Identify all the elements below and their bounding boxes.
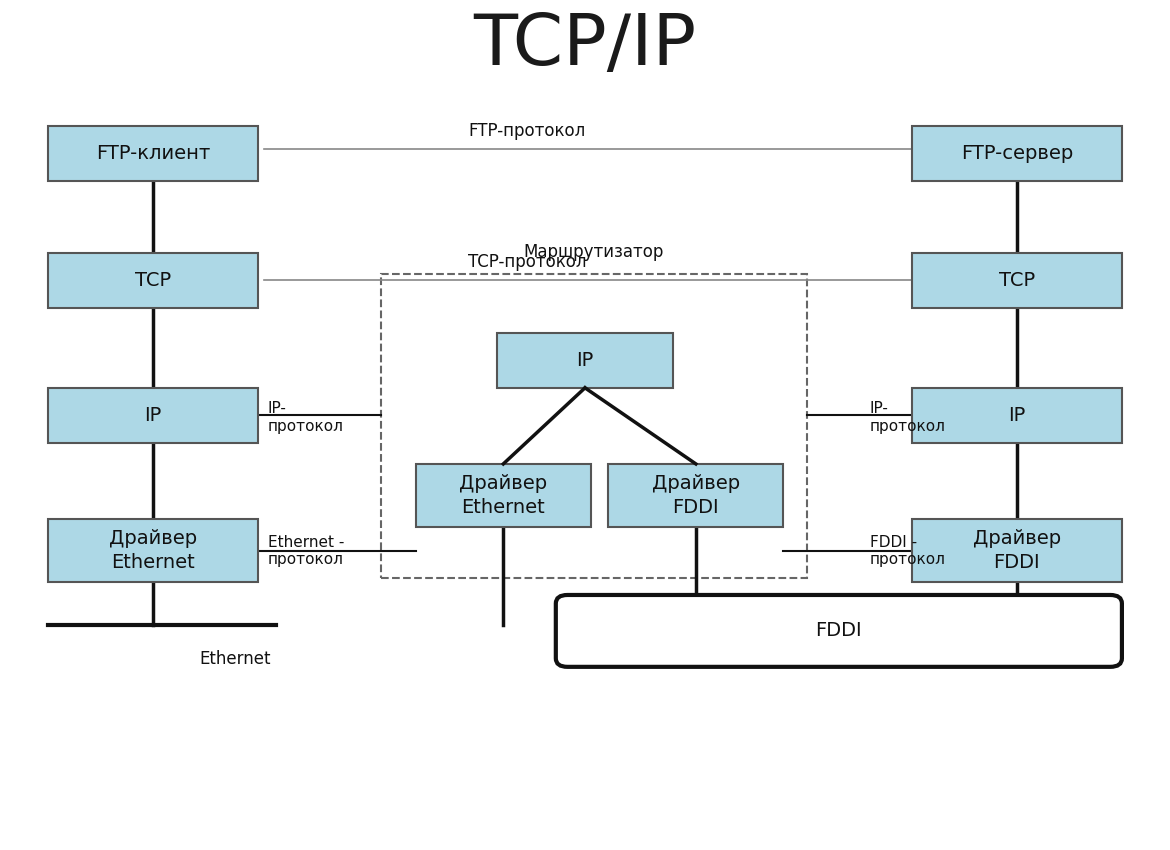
Text: FTP-клиент: FTP-клиент [96, 144, 211, 162]
FancyBboxPatch shape [415, 464, 591, 527]
Text: Драйвер
Ethernet: Драйвер Ethernet [460, 474, 548, 517]
FancyBboxPatch shape [48, 252, 259, 308]
Text: FTP-протокол: FTP-протокол [468, 122, 585, 140]
FancyBboxPatch shape [608, 464, 784, 527]
FancyBboxPatch shape [497, 333, 673, 388]
Text: TCP: TCP [135, 270, 171, 290]
Text: FDDI: FDDI [815, 621, 862, 640]
FancyBboxPatch shape [48, 388, 259, 443]
Text: IP: IP [145, 405, 161, 425]
Text: TCP: TCP [999, 270, 1035, 290]
Text: FTP-сервер: FTP-сервер [961, 144, 1073, 162]
Text: IP-
протокол: IP- протокол [268, 401, 344, 434]
FancyBboxPatch shape [911, 388, 1122, 443]
FancyBboxPatch shape [48, 126, 259, 181]
Text: IP: IP [1009, 405, 1025, 425]
Text: IP: IP [577, 351, 593, 370]
Text: Маршрутизатор: Маршрутизатор [523, 243, 663, 261]
FancyBboxPatch shape [48, 518, 259, 582]
FancyBboxPatch shape [556, 595, 1122, 667]
Text: Ethernet -
протокол: Ethernet - протокол [268, 535, 344, 567]
Text: Драйвер
FDDI: Драйвер FDDI [972, 530, 1061, 572]
Text: Ethernet: Ethernet [199, 650, 270, 668]
Text: Драйвер
Ethernet: Драйвер Ethernet [109, 530, 198, 572]
Text: TCP/IP: TCP/IP [474, 11, 696, 80]
Text: TCP-протокол: TCP-протокол [468, 253, 587, 271]
Text: IP-
протокол: IP- протокол [869, 401, 945, 434]
FancyBboxPatch shape [911, 518, 1122, 582]
Text: FDDI -
протокол: FDDI - протокол [869, 535, 945, 567]
FancyBboxPatch shape [911, 126, 1122, 181]
Text: Драйвер
FDDI: Драйвер FDDI [652, 474, 739, 517]
FancyBboxPatch shape [911, 252, 1122, 308]
